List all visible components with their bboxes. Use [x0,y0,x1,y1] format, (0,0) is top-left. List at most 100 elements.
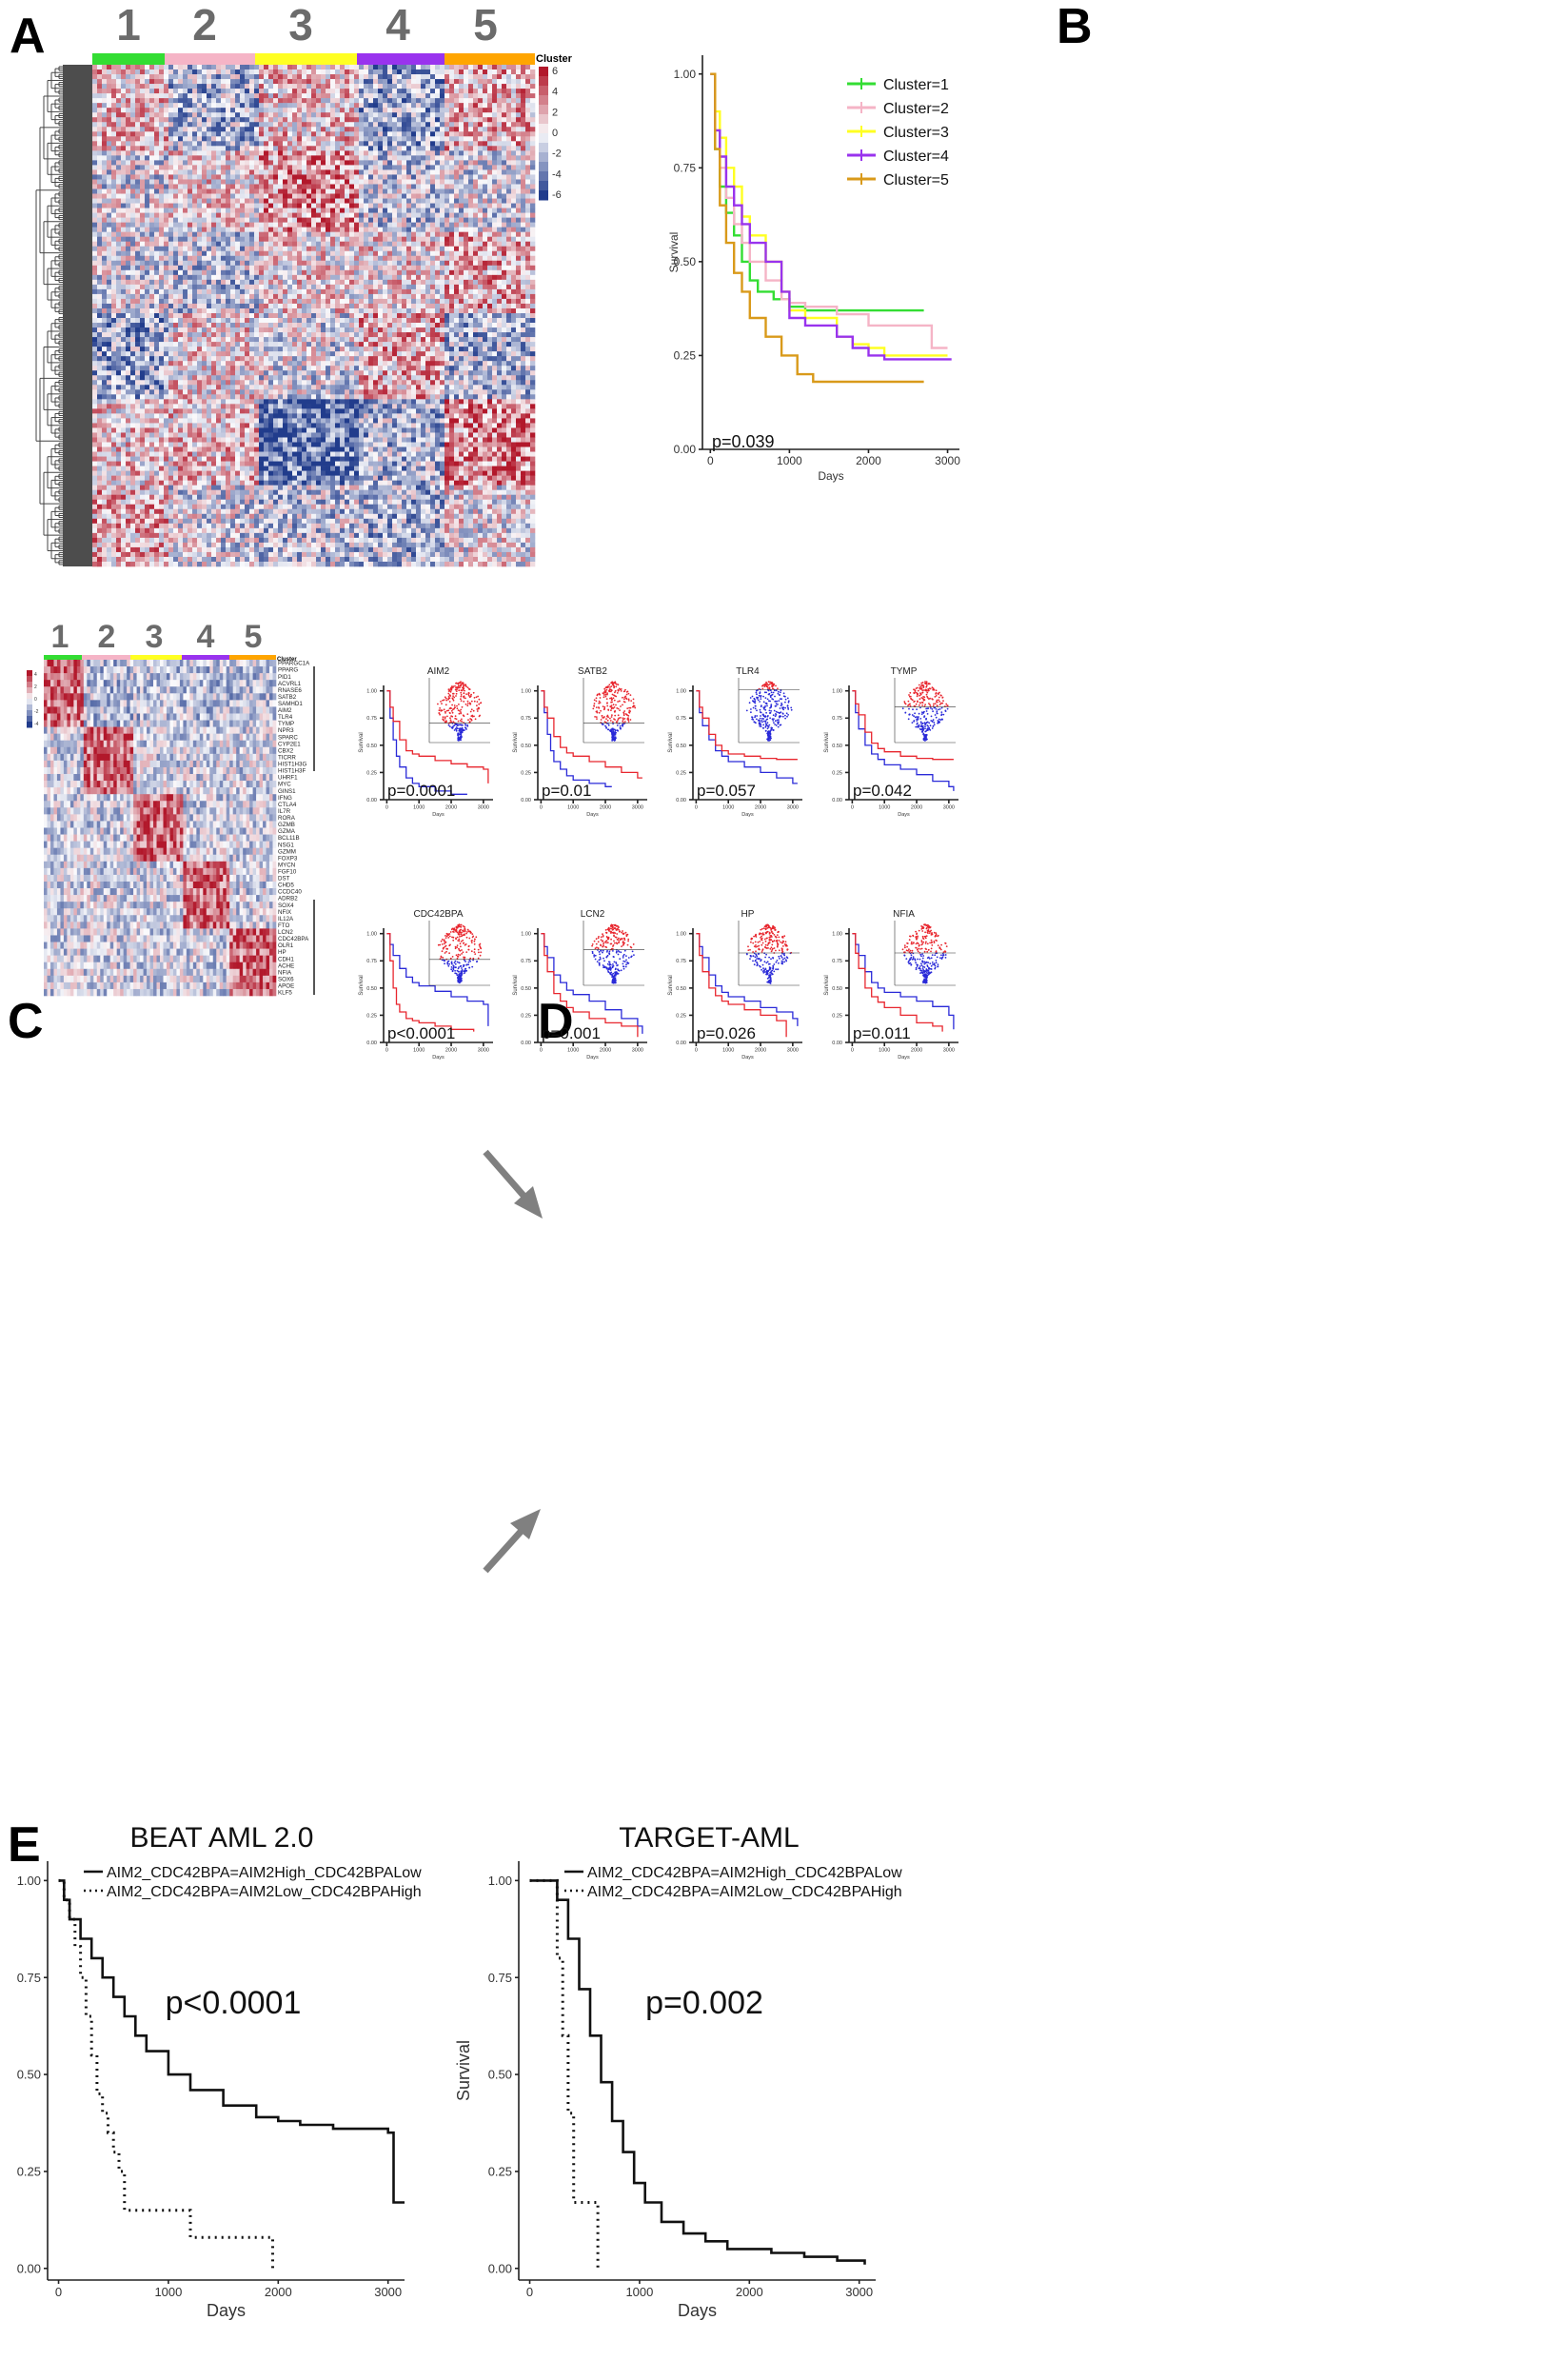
x-tick-label: 0 [385,1048,388,1054]
y-tick-label: 0.75 [488,1971,512,1985]
gene-label: FOXP3 [278,855,298,862]
curve-low [541,690,612,787]
gene-label: GZMA [278,828,296,835]
y-axis-label: Survival [668,975,674,995]
legend-entry: Cluster=5 [883,172,949,188]
x-tick-label: 2000 [265,2285,292,2299]
x-axis-label: Days [741,1055,754,1061]
x-tick-label: 3000 [632,1048,643,1054]
p-value: p=0.011 [853,1024,911,1042]
color-scale-tick: -6 [552,189,562,201]
inset-points [901,923,948,984]
legend-entry: AIM2_CDC42BPA=AIM2High_CDC42BPALow [587,1865,902,1881]
cluster-bar-c-4 [182,655,229,661]
gene-label: NFIA [278,969,292,976]
y-tick-label: 1.00 [832,689,842,695]
arrow-top [483,1149,543,1219]
gene-label: GZMM [278,848,296,855]
heatmap-a-cells [92,65,536,567]
km-subplot-tymp: 0.00 0.25 0.50 0.75 1.00 0 1000 2000 3000 TYMP Day… [824,666,958,818]
y-axis-label: Survival [824,732,830,752]
km-subplot-tlr4: 0.00 0.25 0.50 0.75 1.00 0 1000 2000 3000 TLR4 Day… [668,666,802,818]
x-tick-label: 3000 [935,454,960,467]
gene-label: FTO [278,922,289,929]
gene-label: SOX4 [278,902,294,909]
gene-label: CYP2E1 [278,741,301,747]
curve-high [696,690,798,761]
x-tick-label: 0 [526,2285,533,2299]
cluster-legend-title: Cluster [536,53,573,65]
y-tick-label: 0.25 [676,1013,686,1019]
x-tick-label: 1000 [413,805,425,811]
x-tick-label: 2000 [600,1048,611,1054]
km-subplot-lcn2: 0.00 0.25 0.50 0.75 1.00 0 1000 2000 3000 LCN2 Day… [513,909,647,1061]
y-tick-label: 0.50 [832,986,842,992]
gene-label: RNASE6 [278,687,302,694]
x-tick-label: 0 [695,1048,698,1054]
y-tick-label: 0.25 [488,2164,512,2178]
x-tick-label: 2000 [445,1048,457,1054]
inset-points [437,681,483,742]
y-tick-label: 0.00 [521,1041,531,1046]
y-tick-label: 0.25 [17,2164,41,2178]
panel-label-c: C [8,994,44,1049]
x-tick-label: 0 [540,1048,543,1054]
x-tick-label: 3000 [478,805,489,811]
gene-label: CDC42BPA [278,936,309,942]
km-plot-b: 0.00 0.25 0.50 0.75 1.00 0 1000 2000 3000 Days Sur… [667,55,960,483]
inset-scatter [894,678,956,744]
x-tick-label: 3000 [943,1048,955,1054]
x-tick-label: 1000 [722,805,734,811]
cluster-number-c-2: 2 [98,619,116,655]
inset-points [437,923,483,984]
gene-label: MYCN [278,862,295,868]
y-tick-label: 1.00 [17,1874,41,1888]
gene-label: PPARGC1A [278,661,310,667]
heatmap-c-cells [44,660,277,997]
curve-aim2high-cdc42bpalow [529,1879,866,2265]
y-tick-label: 0.25 [521,770,531,776]
y-tick-label: 0.75 [832,716,842,722]
x-tick-label: 2000 [755,805,766,811]
y-tick-label: 0.75 [366,716,377,722]
curve-aim2low-cdc42bpahigh [529,1878,600,2269]
x-tick-label: 0 [851,1048,854,1054]
x-axis-label: Days [818,469,843,483]
legend-entry: AIM2_CDC42BPA=AIM2Low_CDC42BPAHigh [107,1884,422,1900]
y-tick-label: 1.00 [366,932,377,938]
gene-label: HP [278,949,286,956]
gene-label: APOE [278,983,294,990]
y-tick-label: 0.75 [521,959,531,964]
inset-scatter [738,678,800,744]
series-line-cluster-4 [710,72,952,361]
gene-label: TICRR [278,754,296,761]
y-tick-label: 0.25 [674,349,697,363]
x-tick-label: 2000 [445,805,457,811]
y-tick-label: 0.50 [674,255,697,268]
gene-label: HIST1H3F [278,768,306,775]
y-axis-label: Survival [667,232,681,273]
curve-high [852,690,954,761]
x-tick-label: 2000 [600,805,611,811]
cluster-bar-c-1 [44,655,82,661]
inset-scatter [738,921,800,986]
y-tick-label: 0.50 [366,744,377,749]
x-tick-label: 3000 [478,1048,489,1054]
panel-label-a: A [10,9,46,64]
gene-label: CDH1 [278,956,294,962]
y-tick-label: 0.75 [521,716,531,722]
curve-low [386,933,489,1026]
curve-high [541,690,642,779]
x-axis-label: Days [586,812,599,818]
inset-points [745,923,793,984]
curve-high [386,933,475,1032]
subplot-title: TYMP [891,666,918,677]
cluster-bar-1 [92,53,165,65]
cluster-bar-2 [165,53,255,65]
cluster-number-5: 5 [473,0,498,50]
y-tick-label: 0.50 [521,744,531,749]
km-plot-target-aml: 0.00 0.25 0.50 0.75 1.00 0 1000 2000 3000 TARGET-… [454,1822,902,2320]
cluster-number-4: 4 [385,0,410,50]
gene-label: KLF5 [278,990,292,997]
